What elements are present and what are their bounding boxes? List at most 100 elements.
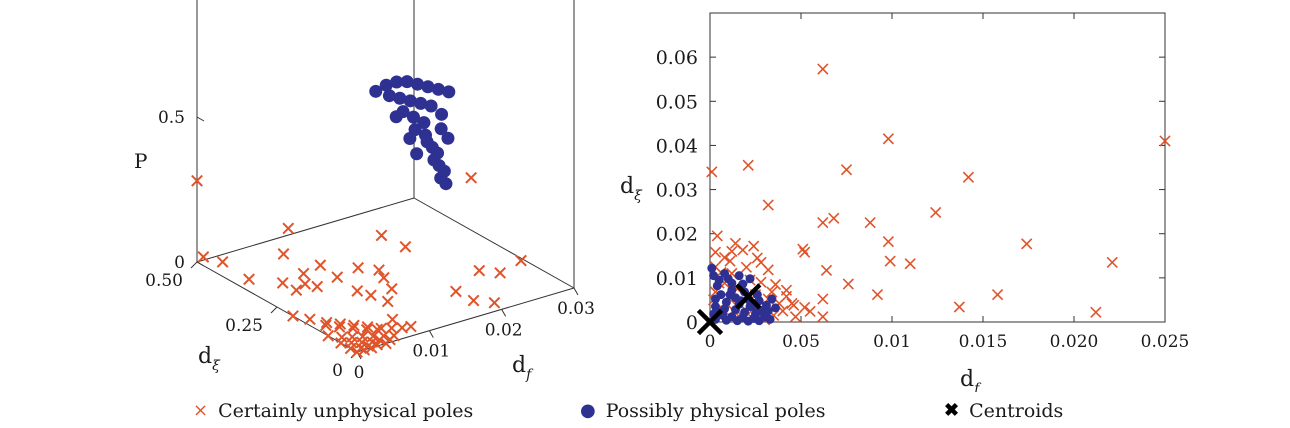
data-point-unphysical [748, 240, 760, 252]
data-point-unphysical [320, 316, 333, 329]
legend-label-physical: Possibly physical poles [605, 400, 826, 422]
data-point-unphysical [322, 329, 335, 342]
data-point-unphysical [348, 319, 360, 332]
data-point-unphysical [373, 264, 385, 276]
z-tick [196, 261, 205, 267]
data-point-unphysical [515, 254, 527, 267]
legend: × Certainly unphysical poles ● Possibly … [0, 392, 1290, 428]
data-point-unphysical [299, 277, 312, 290]
data-point-unphysical [352, 261, 365, 274]
data-point-unphysical [1090, 306, 1102, 318]
data-point-unphysical [991, 289, 1004, 301]
data-point-physical [421, 80, 435, 94]
data-point-unphysical [331, 271, 344, 284]
y-axis-title: dξ [198, 344, 221, 374]
legend-x-marker-icon: × [193, 400, 209, 421]
box-edge-right-bottom [413, 197, 575, 289]
data-point-physical [441, 131, 455, 145]
data-point-physical [721, 315, 731, 325]
data-point-physical [723, 274, 733, 284]
data-point-unphysical [377, 271, 390, 284]
data-point-unphysical [1106, 256, 1118, 269]
data-point-unphysical [365, 341, 378, 354]
legend-item-physical: ● Possibly physical poles [580, 400, 825, 422]
data-point-unphysical [449, 285, 462, 298]
data-point-unphysical [706, 166, 718, 178]
x-axis-title: df [512, 353, 534, 383]
data-point-unphysical [788, 299, 800, 311]
data-point-unphysical [473, 264, 486, 277]
data-point-unphysical [828, 212, 840, 224]
data-point-physical [745, 274, 755, 284]
data-point-unphysical [751, 252, 763, 264]
x-tick-label: 0.015 [959, 332, 1008, 352]
x-tick-label: 0 [354, 363, 365, 383]
data-point-physical [435, 107, 449, 121]
z-tick-label: 0 [174, 253, 185, 273]
data-point-physical [403, 94, 417, 108]
data-point-unphysical [1159, 135, 1171, 147]
legend-item-unphysical: × Certainly unphysical poles [193, 400, 473, 422]
data-point-unphysical [381, 295, 394, 308]
data-point-physical [393, 91, 407, 105]
data-point-unphysical [297, 267, 310, 280]
x-tick-label: 0.025 [1141, 332, 1190, 352]
data-point-unphysical [277, 248, 290, 260]
data-point-centroid [696, 308, 724, 336]
data-point-physical [707, 263, 717, 273]
data-point-unphysical [766, 286, 778, 298]
data-point-unphysical [488, 296, 501, 309]
y-tick [270, 306, 278, 314]
data-point-physical [725, 290, 735, 300]
data-point-unphysical [799, 246, 811, 258]
data-point-unphysical [882, 133, 894, 145]
data-point-unphysical [351, 346, 363, 358]
data-point-unphysical [216, 255, 229, 268]
data-point-physical [406, 110, 420, 124]
data-point-unphysical [290, 284, 303, 297]
legend-label-unphysical: Certainly unphysical poles [218, 400, 474, 422]
data-point-unphysical [347, 322, 360, 335]
x-tick-label: 0.02 [485, 320, 523, 340]
data-point-unphysical [817, 293, 829, 305]
data-point-unphysical [333, 320, 346, 333]
data-point-physical [417, 116, 431, 130]
x-tick-label: 0.020 [1050, 332, 1099, 352]
data-point-unphysical [817, 311, 829, 323]
legend-label-centroid: Centroids [969, 400, 1064, 422]
data-point-unphysical [287, 310, 299, 322]
data-point-physical [767, 294, 777, 304]
data-point-unphysical [303, 313, 316, 326]
data-point-physical [382, 89, 396, 103]
data-point-unphysical [780, 290, 793, 303]
legend-centroid-marker-icon: ✖ [944, 400, 960, 421]
data-point-physical [411, 77, 424, 91]
data-point-unphysical [361, 321, 374, 333]
data-point-unphysical [840, 164, 853, 176]
data-point-physical [434, 122, 448, 136]
data-point-unphysical [864, 217, 876, 229]
data-point-physical [710, 294, 720, 304]
y-tick-label: 0.03 [656, 180, 698, 202]
data-point-unphysical [742, 159, 754, 171]
data-point-unphysical [904, 258, 916, 270]
x-axis-title: df [960, 367, 982, 392]
data-point-unphysical [243, 273, 255, 286]
y-tick-label: 0 [332, 361, 343, 381]
data-point-unphysical [930, 206, 942, 219]
data-point-unphysical [799, 301, 811, 314]
data-point-physical [410, 147, 424, 161]
x-tick [501, 309, 507, 317]
data-point-unphysical [817, 63, 829, 75]
legend-item-centroid: ✖ Centroids [944, 400, 1063, 422]
x-tick-label: 0.01 [412, 342, 450, 362]
y-tick-label: 0.05 [656, 91, 698, 113]
z-axis-title: P [134, 149, 147, 173]
y-tick-label: 0.01 [656, 268, 698, 290]
data-point-physical [771, 303, 781, 313]
x-tick-label: 0.01 [873, 332, 911, 352]
data-point-unphysical [797, 243, 809, 255]
data-point-centroid [735, 283, 762, 310]
data-point-unphysical [465, 171, 478, 184]
data-point-unphysical [762, 199, 774, 211]
